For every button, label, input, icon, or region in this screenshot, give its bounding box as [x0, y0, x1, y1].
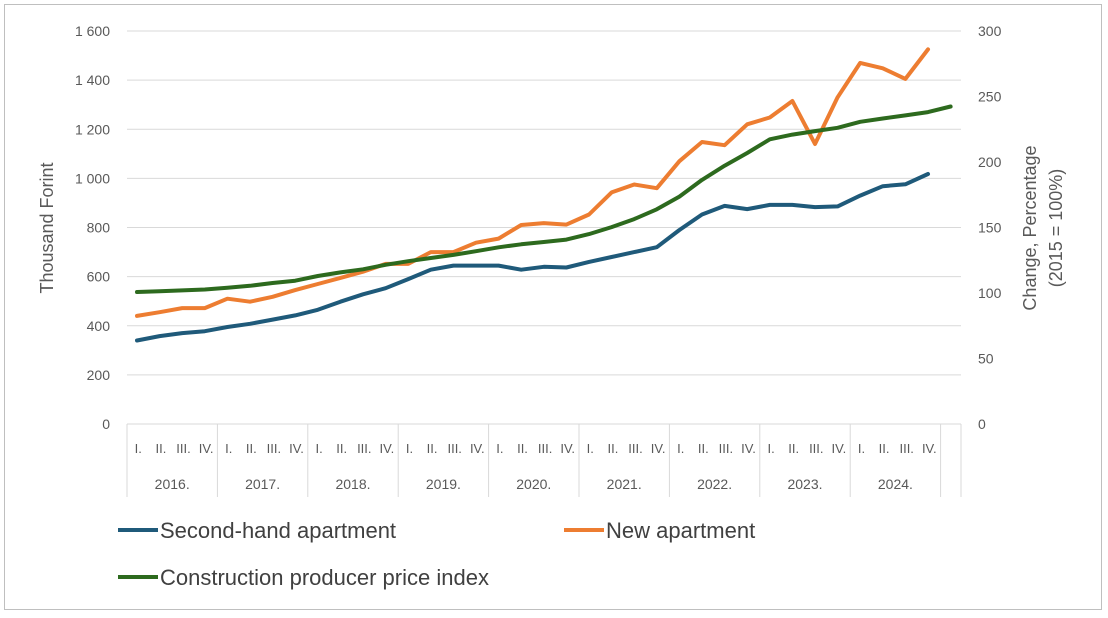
left-axis-title: Thousand Forint — [37, 162, 57, 293]
quarter-tick-label: IV. — [470, 441, 485, 456]
quarter-tick-label: III. — [899, 441, 913, 456]
quarter-tick-label: I. — [496, 441, 503, 456]
quarter-tick-label: II. — [155, 441, 166, 456]
quarter-tick-label: II. — [246, 441, 257, 456]
right-tick-label: 200 — [978, 154, 1002, 170]
quarter-tick-label: IV. — [651, 441, 666, 456]
quarter-tick-label: I. — [406, 441, 413, 456]
left-tick-label: 1 400 — [75, 72, 110, 88]
left-tick-label: 200 — [87, 367, 111, 383]
year-tick-label: 2021. — [607, 476, 642, 492]
quarter-tick-label: I. — [225, 441, 232, 456]
legend-label-second-hand: Second-hand apartment — [160, 518, 396, 543]
right-tick-label: 0 — [978, 416, 986, 432]
quarter-tick-label: II. — [427, 441, 438, 456]
legend: Second-hand apartment New apartment Cons… — [118, 518, 755, 590]
year-tick-label: 2023. — [787, 476, 822, 492]
right-tick-label: 300 — [978, 23, 1002, 39]
year-tick-label: 2017. — [245, 476, 280, 492]
quarter-tick-label: III. — [538, 441, 552, 456]
left-tick-label: 400 — [87, 318, 111, 334]
quarter-tick-label: IV. — [560, 441, 575, 456]
year-tick-label: 2019. — [426, 476, 461, 492]
series-lines — [135, 47, 953, 343]
right-tick-label: 250 — [978, 89, 1002, 105]
quarter-tick-label: II. — [788, 441, 799, 456]
left-tick-label: 1 600 — [75, 23, 110, 39]
series-line-second-hand-apartment — [135, 172, 930, 343]
quarter-tick-label: III. — [628, 441, 642, 456]
legend-label-new: New apartment — [606, 518, 755, 543]
legend-label-construction: Construction producer price index — [160, 565, 489, 590]
right-axis-ticks: 300 250 200 150 100 50 0 — [978, 23, 1002, 432]
quarter-tick-label: IV. — [922, 441, 937, 456]
quarter-tick-label: III. — [809, 441, 823, 456]
left-axis-ticks: 1 600 1 400 1 200 1 000 800 600 400 200 0 — [75, 23, 110, 432]
quarter-tick-label: I. — [858, 441, 865, 456]
series-line-construction-producer-price-index — [135, 104, 953, 294]
quarter-tick-label: IV. — [741, 441, 756, 456]
left-tick-label: 1 200 — [75, 121, 110, 137]
series-line-new-apartment — [135, 47, 930, 318]
right-axis-title-line2: (2015 = 100%) — [1046, 169, 1066, 288]
year-tick-label: 2018. — [335, 476, 370, 492]
category-axis: I. II. III. IV. 2016. I. II. III. IV. 2017. I. II. I… — [126, 423, 962, 497]
quarter-tick-label: I. — [767, 441, 774, 456]
quarter-tick-label: III. — [267, 441, 281, 456]
quarter-tick-label: III. — [447, 441, 461, 456]
quarter-tick-label: I. — [587, 441, 594, 456]
quarter-tick-label: II. — [698, 441, 709, 456]
left-tick-label: 600 — [87, 269, 111, 285]
quarter-tick-label: III. — [176, 441, 190, 456]
quarter-tick-label: III. — [719, 441, 733, 456]
right-axis-title-line1: Change, Percentage — [1020, 145, 1040, 310]
quarter-tick-label: II. — [879, 441, 890, 456]
left-tick-label: 800 — [87, 220, 111, 236]
year-tick-label: 2016. — [155, 476, 190, 492]
quarter-tick-label: IV. — [832, 441, 847, 456]
quarter-tick-label: I. — [677, 441, 684, 456]
quarter-tick-label: II. — [607, 441, 618, 456]
quarter-tick-label: I. — [135, 441, 142, 456]
gridlines — [127, 30, 961, 376]
left-tick-label: 0 — [102, 416, 110, 432]
quarter-tick-label: I. — [315, 441, 322, 456]
quarter-tick-label: II. — [336, 441, 347, 456]
right-tick-label: 50 — [978, 351, 994, 367]
quarter-tick-label: IV. — [199, 441, 214, 456]
right-tick-label: 100 — [978, 285, 1002, 301]
quarter-tick-label: IV. — [380, 441, 395, 456]
year-tick-label: 2020. — [516, 476, 551, 492]
right-tick-label: 150 — [978, 220, 1002, 236]
quarter-tick-label: IV. — [289, 441, 304, 456]
year-tick-label: 2024. — [878, 476, 913, 492]
year-tick-label: 2022. — [697, 476, 732, 492]
quarter-tick-label: II. — [517, 441, 528, 456]
quarter-tick-label: III. — [357, 441, 371, 456]
left-tick-label: 1 000 — [75, 170, 110, 186]
